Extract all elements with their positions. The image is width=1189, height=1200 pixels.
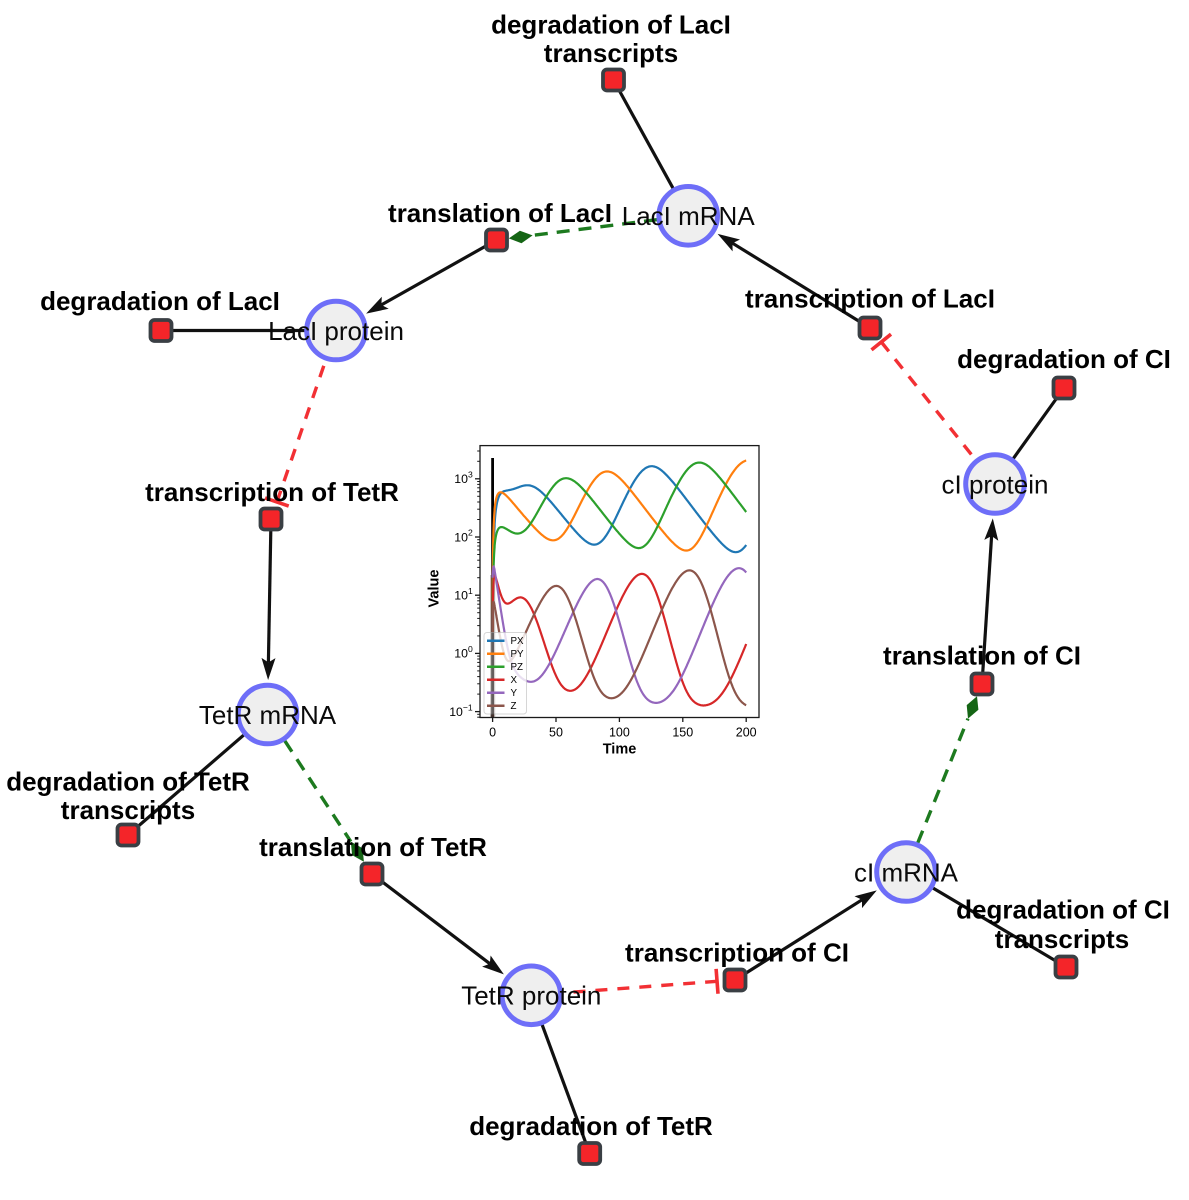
svg-text:Value: Value bbox=[427, 570, 443, 608]
svg-text:PZ: PZ bbox=[511, 662, 524, 673]
svg-text:translation of LacI: translation of LacI bbox=[388, 198, 612, 228]
svg-text:100: 100 bbox=[609, 726, 630, 740]
svg-text:Y: Y bbox=[511, 688, 518, 699]
svg-text:transcription of LacI: transcription of LacI bbox=[745, 284, 995, 314]
svg-text:0: 0 bbox=[489, 726, 496, 740]
svg-text:150: 150 bbox=[672, 726, 693, 740]
svg-text:TetR protein: TetR protein bbox=[461, 981, 601, 1011]
svg-text:transcripts: transcripts bbox=[995, 924, 1129, 954]
svg-text:degradation of TetR: degradation of TetR bbox=[6, 767, 250, 797]
svg-text:LacI mRNA: LacI mRNA bbox=[622, 201, 756, 231]
svg-text:translation of CI: translation of CI bbox=[883, 641, 1081, 671]
svg-text:Z: Z bbox=[511, 701, 517, 712]
svg-text:degradation of LacI: degradation of LacI bbox=[40, 286, 280, 316]
svg-text:LacI protein: LacI protein bbox=[268, 316, 404, 346]
svg-text:degradation of CI: degradation of CI bbox=[956, 895, 1170, 925]
svg-text:degradation of CI: degradation of CI bbox=[957, 344, 1171, 374]
svg-text:transcripts: transcripts bbox=[544, 38, 678, 68]
svg-text:degradation of LacI: degradation of LacI bbox=[491, 10, 731, 40]
svg-text:PX: PX bbox=[511, 636, 525, 647]
svg-text:50: 50 bbox=[549, 726, 563, 740]
svg-text:200: 200 bbox=[736, 726, 757, 740]
svg-text:X: X bbox=[511, 675, 518, 686]
svg-text:Time: Time bbox=[603, 742, 637, 758]
svg-text:transcription of TetR: transcription of TetR bbox=[145, 477, 399, 507]
svg-text:translation of TetR: translation of TetR bbox=[259, 832, 487, 862]
svg-text:cI mRNA: cI mRNA bbox=[854, 857, 959, 887]
svg-text:PY: PY bbox=[511, 649, 525, 660]
svg-text:TetR mRNA: TetR mRNA bbox=[199, 700, 337, 730]
svg-text:transcription of CI: transcription of CI bbox=[625, 938, 849, 968]
svg-text:degradation of TetR: degradation of TetR bbox=[469, 1111, 713, 1141]
svg-text:transcripts: transcripts bbox=[61, 795, 195, 825]
svg-text:cI protein: cI protein bbox=[942, 469, 1049, 499]
